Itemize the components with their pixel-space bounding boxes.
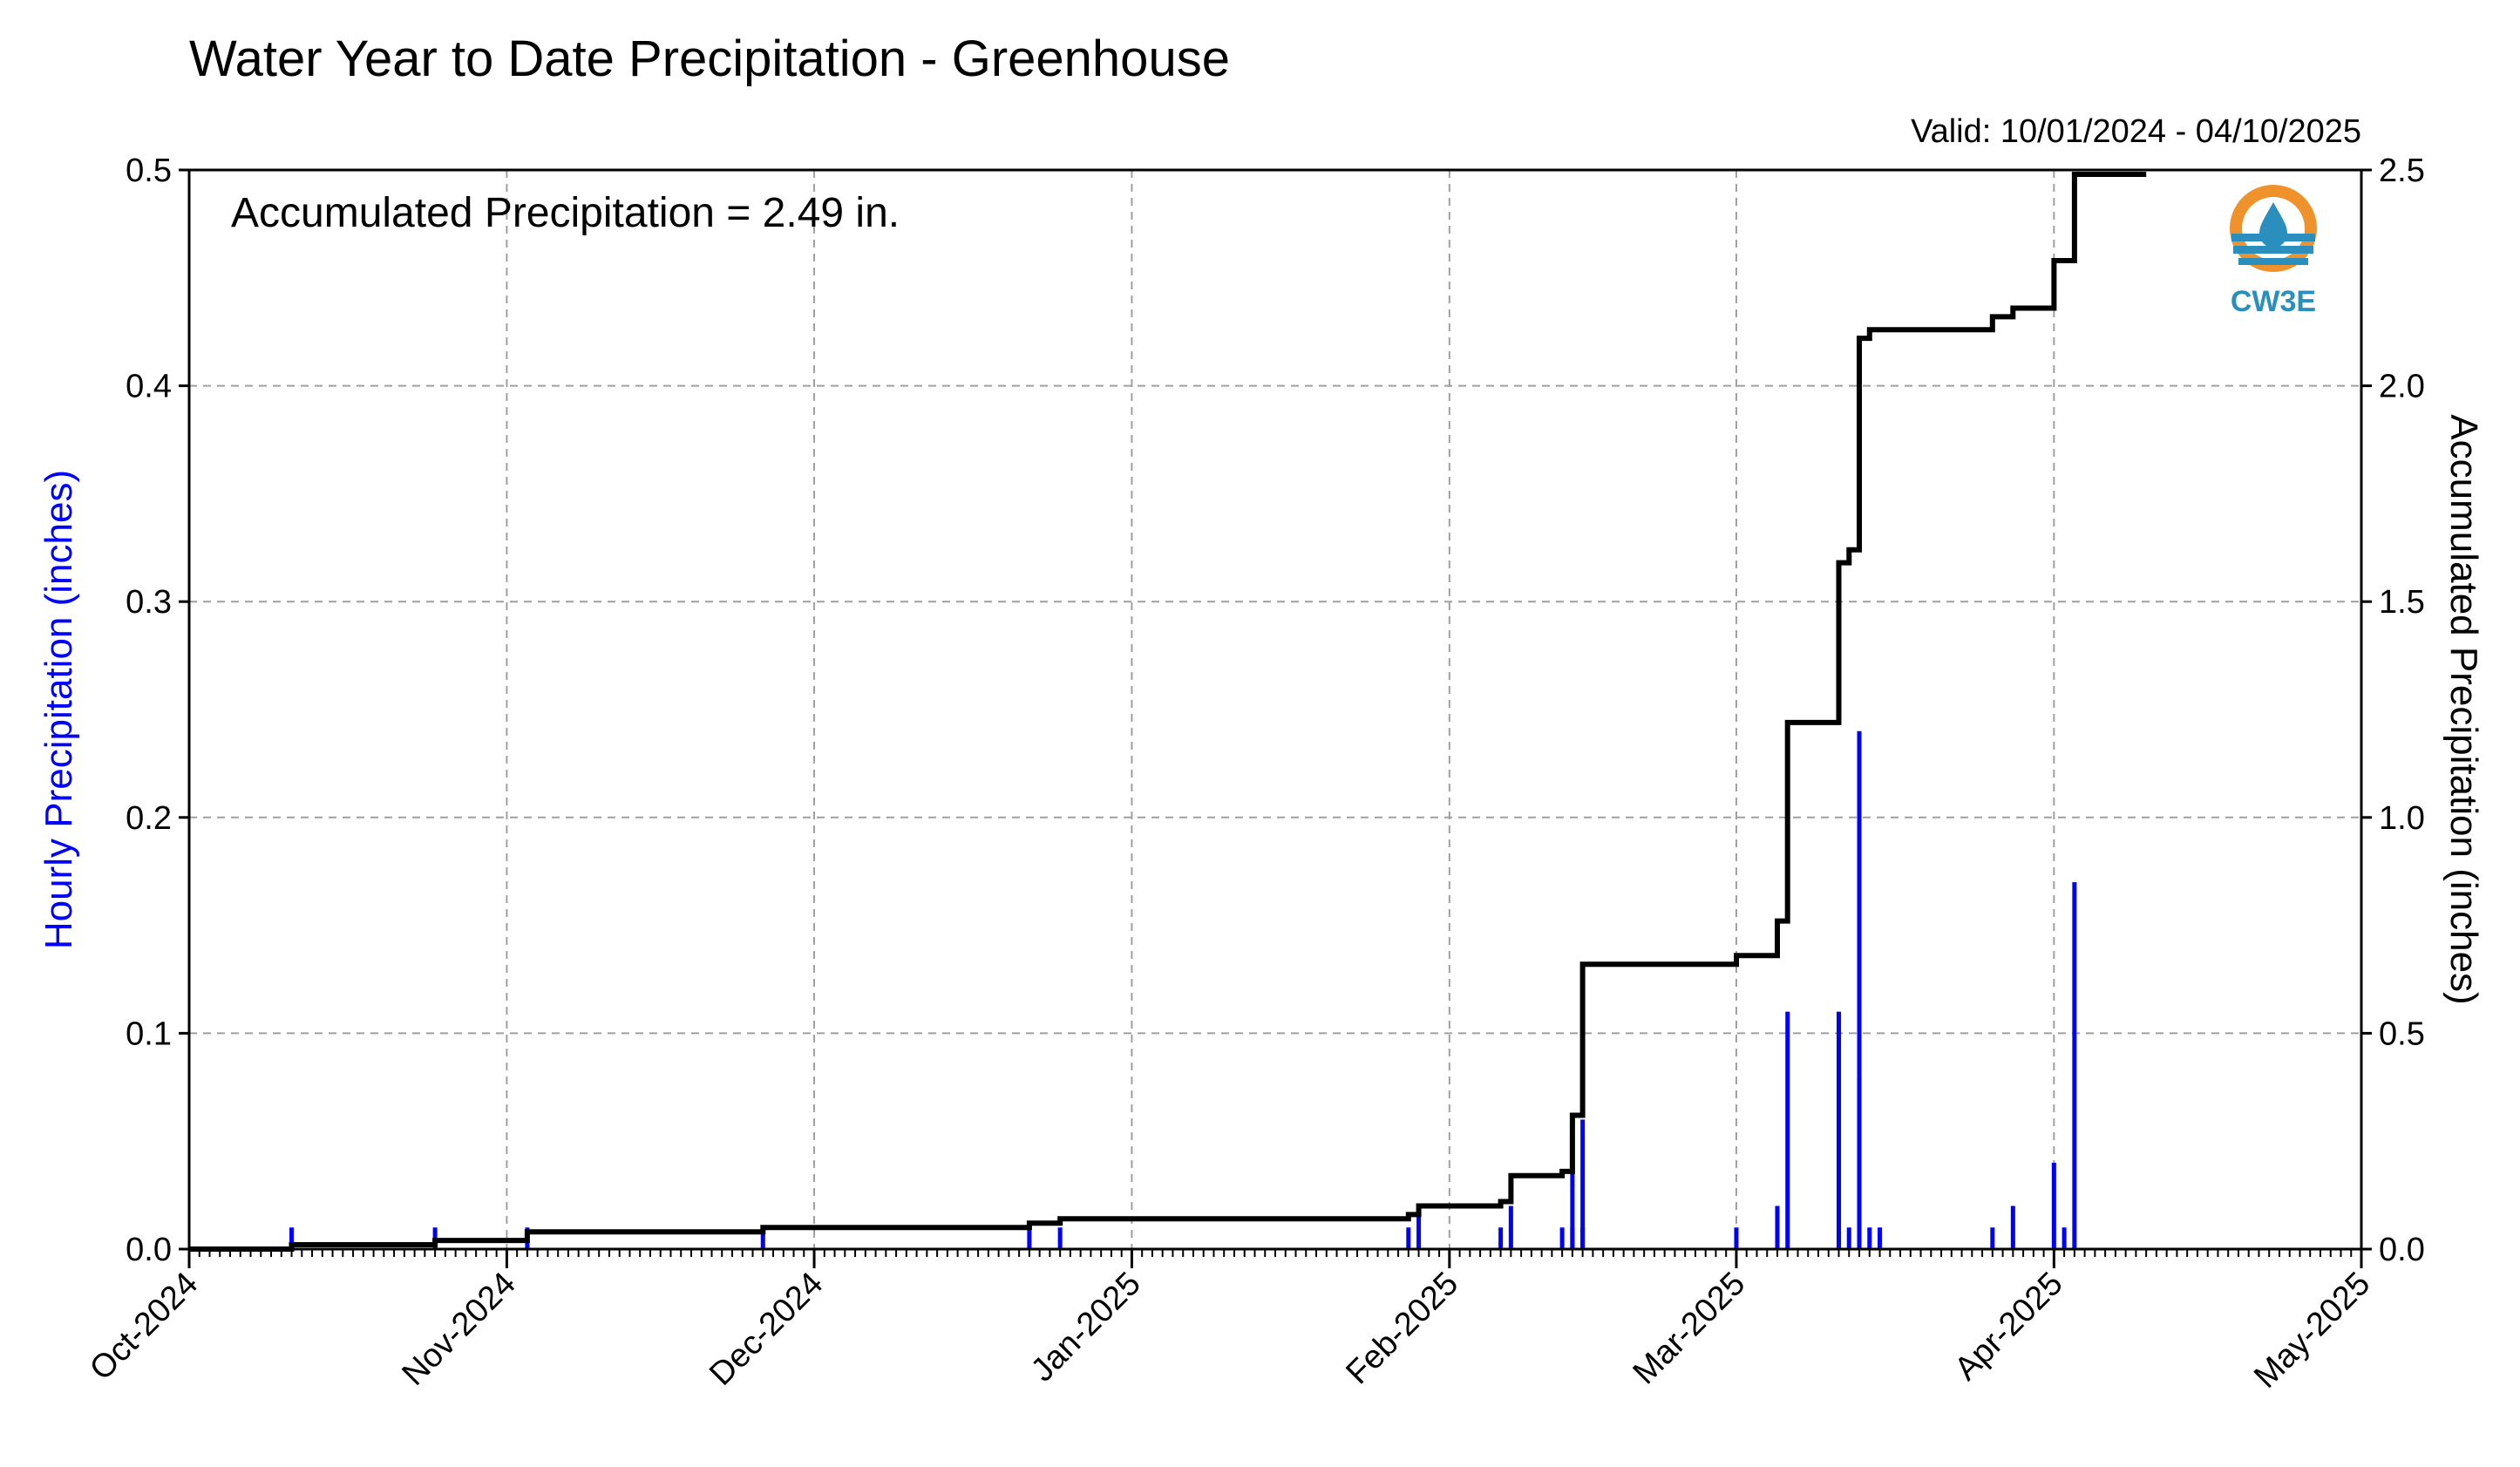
hourly-bar bbox=[1867, 1227, 1872, 1249]
hourly-bar bbox=[1785, 1011, 1790, 1249]
x-tick-label: Mar-2025 bbox=[1627, 1266, 1753, 1392]
right-tick-label: 2.0 bbox=[2379, 369, 2425, 405]
x-tick-label: Jan-2025 bbox=[1024, 1266, 1148, 1389]
right-tick-label: 1.0 bbox=[2379, 800, 2425, 837]
hourly-bar bbox=[1837, 1227, 1842, 1249]
hourly-bar bbox=[1734, 1227, 1739, 1249]
x-tick-label: Feb-2025 bbox=[1339, 1266, 1465, 1392]
plot-frame bbox=[187, 168, 2363, 1251]
hourly-bar bbox=[1846, 1227, 1851, 1249]
hourly-bar bbox=[1775, 1206, 1780, 1249]
minor-ticks bbox=[188, 1249, 2362, 1257]
x-tick-label: May-2025 bbox=[2247, 1266, 2377, 1396]
water-drop-logo-icon bbox=[2230, 185, 2317, 272]
accumulated-line-layer bbox=[189, 172, 2147, 1252]
left-tick-label: 0.1 bbox=[126, 1015, 172, 1052]
left-tick-label: 0.0 bbox=[126, 1232, 172, 1268]
hourly-bar bbox=[289, 1227, 295, 1249]
hourly-bar bbox=[1406, 1227, 1411, 1249]
hourly-bar bbox=[2051, 1162, 2056, 1249]
grid-layer bbox=[189, 170, 2361, 1249]
hourly-bar bbox=[1416, 1216, 1422, 1249]
hourly-bars bbox=[289, 730, 2077, 1249]
chart-title: Water Year to Date Precipitation - Green… bbox=[189, 31, 1230, 87]
right-axis-label: Accumulated Precipitation (inches) bbox=[2442, 414, 2485, 1004]
left-axis-ticks: 0.0 0.1 0.2 0.3 0.4 0.5 bbox=[126, 153, 189, 1268]
x-tick-label: Apr-2025 bbox=[1947, 1266, 2069, 1388]
right-tick-label: 2.5 bbox=[2379, 153, 2425, 189]
accumulated-annotation: Accumulated Precipitation = 2.49 in. bbox=[231, 190, 900, 236]
x-tick-label: Oct-2024 bbox=[83, 1266, 205, 1388]
hourly-bar bbox=[1857, 1076, 1862, 1249]
hourly-bar bbox=[1857, 730, 1862, 1249]
hourly-bar bbox=[1837, 1011, 1842, 1249]
hourly-bar bbox=[1057, 1227, 1063, 1249]
right-axis-ticks: 0.0 0.5 1.0 1.5 2.0 2.5 bbox=[2361, 153, 2425, 1268]
accumulated-line bbox=[189, 172, 2147, 1252]
hourly-bar bbox=[1027, 1227, 1032, 1249]
hourly-bar bbox=[1990, 1227, 1995, 1249]
hourly-bar bbox=[1580, 1119, 1586, 1249]
left-tick-label: 0.2 bbox=[126, 800, 172, 837]
hourly-bar bbox=[760, 1227, 765, 1249]
hourly-bar bbox=[2072, 882, 2077, 1249]
cw3e-logo: CW3E bbox=[2230, 185, 2317, 318]
left-tick-label: 0.4 bbox=[126, 369, 172, 405]
logo-text: CW3E bbox=[2231, 285, 2316, 318]
hourly-bar bbox=[1559, 1227, 1565, 1249]
left-tick-label: 0.3 bbox=[126, 584, 172, 621]
left-tick-label: 0.5 bbox=[126, 153, 172, 189]
x-tick-label: Nov-2024 bbox=[396, 1266, 523, 1393]
hourly-bar bbox=[1508, 1206, 1513, 1249]
hourly-bar bbox=[2010, 1206, 2015, 1249]
x-axis-ticks: Oct-2024 Nov-2024 Dec-2024 Jan-2025 Feb-2025… bbox=[83, 1249, 2377, 1396]
hourly-bar bbox=[1878, 1227, 1883, 1249]
left-axis-label: Hourly Precipitation (inches) bbox=[37, 470, 80, 949]
x-tick-label: Dec-2024 bbox=[703, 1266, 830, 1393]
right-tick-label: 0.5 bbox=[2379, 1015, 2425, 1052]
hourly-bar bbox=[1498, 1227, 1504, 1249]
right-tick-label: 1.5 bbox=[2379, 584, 2425, 621]
valid-date-range: Valid: 10/01/2024 - 04/10/2025 bbox=[1911, 113, 2361, 150]
hourly-bar bbox=[1570, 1162, 1575, 1249]
hourly-bar bbox=[2062, 1227, 2067, 1249]
right-tick-label: 0.0 bbox=[2379, 1232, 2425, 1268]
